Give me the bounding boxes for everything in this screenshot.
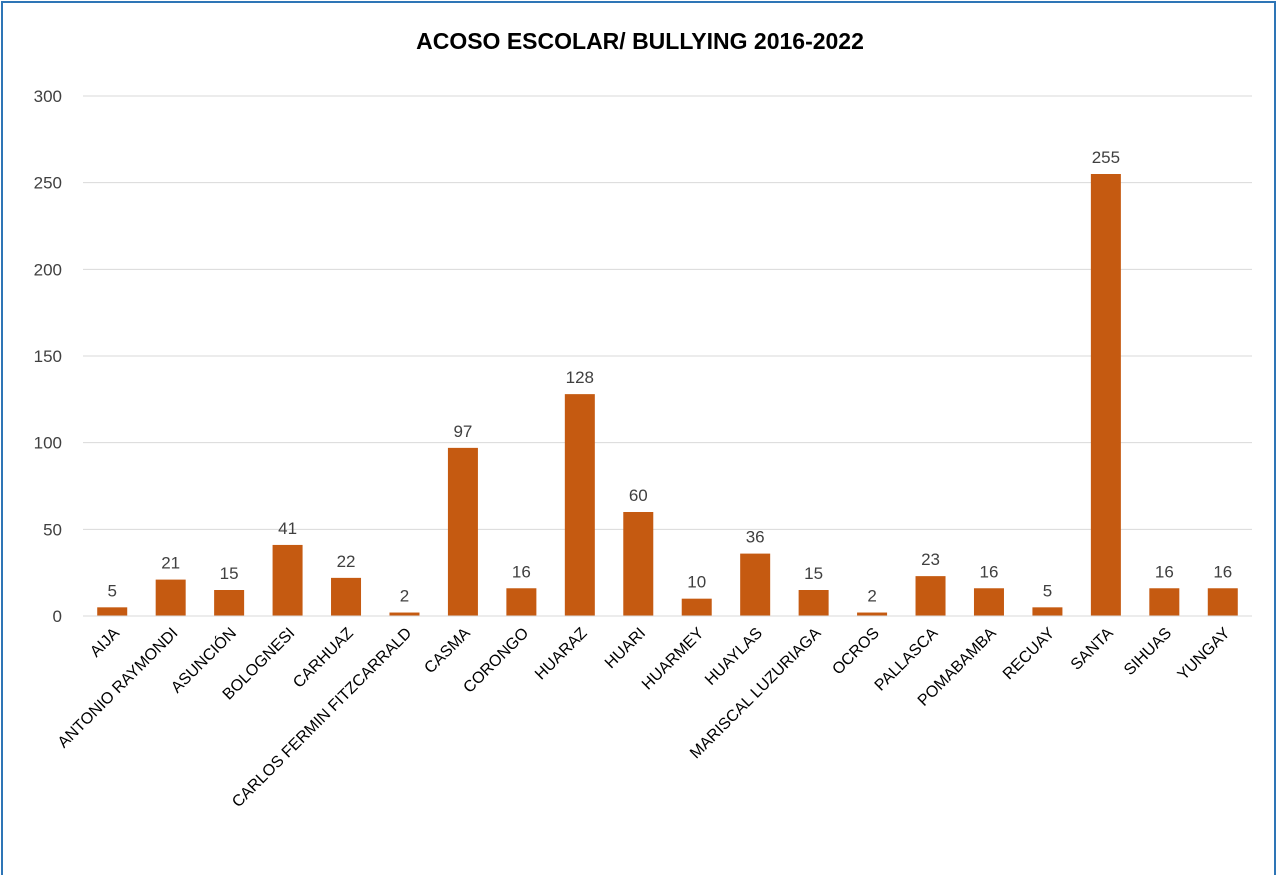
data-label: 2 <box>400 587 409 606</box>
data-label: 22 <box>337 552 356 571</box>
gridlines <box>83 95 1252 617</box>
y-tick-label: 300 <box>34 87 62 106</box>
bar <box>506 588 537 616</box>
data-label: 16 <box>980 562 999 581</box>
x-tick-label: HUARAZ <box>532 625 591 684</box>
data-label: 36 <box>746 528 765 547</box>
data-label: 97 <box>453 422 472 441</box>
data-label: 15 <box>804 564 823 583</box>
data-label: 128 <box>566 368 594 387</box>
bar <box>973 588 1004 616</box>
data-label: 16 <box>512 562 531 581</box>
bar <box>155 579 186 616</box>
y-tick-label: 100 <box>34 434 62 453</box>
bar <box>1090 174 1121 616</box>
x-tick-label: HUAYLAS <box>702 625 766 689</box>
data-label: 5 <box>1043 581 1052 600</box>
bar <box>447 447 478 616</box>
bar <box>272 544 303 616</box>
chart-title: ACOSO ESCOLAR/ BULLYING 2016-2022 <box>416 28 864 54</box>
data-label: 60 <box>629 486 648 505</box>
x-tick-label: AIJA <box>87 625 123 661</box>
data-label: 21 <box>161 554 180 573</box>
data-label: 10 <box>687 573 706 592</box>
x-tick-label: YUNGAY <box>1175 625 1234 684</box>
data-label: 23 <box>921 550 940 569</box>
y-tick-label: 150 <box>34 347 62 366</box>
data-label: 16 <box>1155 562 1174 581</box>
bar <box>857 612 888 616</box>
bar <box>623 512 654 616</box>
bar <box>1207 588 1238 616</box>
x-tick-label: RECUAY <box>1000 625 1059 684</box>
x-tick-label: CASMA <box>421 625 473 677</box>
y-axis: 0 50 100 150 200 250 300 <box>34 87 62 626</box>
y-tick-label: 0 <box>53 607 62 626</box>
x-tick-label: ANTONIO RAYMONDI <box>55 625 182 752</box>
data-label: 5 <box>107 581 116 600</box>
x-tick-label: HUARMEY <box>639 625 708 694</box>
bar <box>1149 588 1180 616</box>
x-tick-label: OCROS <box>829 625 883 679</box>
x-tick-label: SIHUAS <box>1121 625 1175 679</box>
y-tick-label: 250 <box>34 174 62 193</box>
data-label: 2 <box>867 587 876 606</box>
y-tick-label: 200 <box>34 260 62 279</box>
x-tick-label: SANTA <box>1068 625 1117 674</box>
bar <box>681 598 712 616</box>
bar <box>740 553 771 616</box>
bar <box>798 590 829 616</box>
data-label: 16 <box>1213 562 1232 581</box>
bar <box>915 576 946 616</box>
data-label: 41 <box>278 519 297 538</box>
bar <box>331 577 362 616</box>
bar <box>214 590 245 616</box>
bar <box>564 394 595 616</box>
x-tick-label: HUARI <box>602 625 649 672</box>
bars <box>97 174 1238 616</box>
data-label: 255 <box>1092 148 1120 167</box>
bar <box>389 612 420 616</box>
y-tick-label: 50 <box>43 520 62 539</box>
bar <box>1032 607 1063 616</box>
data-label: 15 <box>220 564 239 583</box>
bar <box>97 607 128 616</box>
